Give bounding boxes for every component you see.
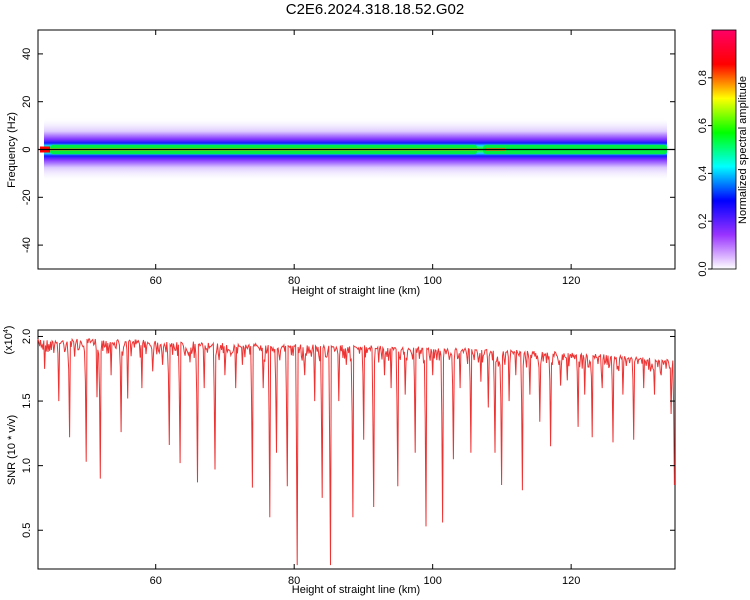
spectrogram-x-tick-label: 80: [288, 275, 300, 287]
spectrogram-x-label: Height of straight line (km): [292, 285, 420, 297]
snr-frame: [37, 329, 676, 570]
colorbar-tick-label: 0.8: [697, 70, 709, 85]
colorbar-tick-label: 0.6: [697, 118, 709, 133]
snr-exponent: (x104): [3, 326, 15, 355]
colorbar: 0.0 0.2 0.4 0.6 0.8 Normalized spectral ampl…: [697, 29, 749, 277]
spectrogram-x-tick-label: 100: [423, 275, 441, 287]
spectrogram-axes: 60 80 100 120 40 20 0 -20 -40: [21, 30, 675, 287]
snr-exponent-base: (x10: [3, 333, 15, 354]
colorbar-tick-label: 0.2: [697, 214, 709, 229]
spectrogram-x-tick-label: 60: [150, 275, 162, 287]
spectrogram-panel: 60 80 100 120 40 20 0 -20 -40 Height of straight…: [6, 29, 676, 297]
spectrogram-y-tick-label: -40: [21, 237, 33, 253]
snr-x-tick-label: 80: [288, 575, 300, 587]
svg-text:(x104): (x104): [3, 326, 15, 355]
colorbar-tick-label: 0.4: [697, 166, 709, 181]
snr-x-tick-label: 120: [562, 575, 580, 587]
colorbar-gradient: [711, 29, 737, 270]
snr-y-label: SNR (10 * v/v): [6, 415, 18, 485]
snr-y-tick-label: 2.0: [21, 329, 33, 344]
snr-y-tick-label: 1.0: [21, 458, 33, 473]
frequency-band: [38, 117, 675, 182]
chart-title: C2E6.2024.318.18.52.G02: [285, 1, 465, 18]
spectrogram-y-tick-label: 0: [21, 146, 33, 152]
snr-series-line: [37, 337, 675, 566]
colorbar-ticks: 0.0 0.2 0.4 0.6 0.8: [697, 70, 712, 277]
snr-y-tick-label: 1.5: [21, 393, 33, 408]
spectrogram-x-tick-label: 120: [562, 275, 580, 287]
spectrogram-y-tick-label: -20: [21, 189, 33, 205]
snr-panel: 60 80 100 120 0.5 1.0 1.5 2.0 Height of straigh…: [3, 326, 676, 596]
snr-exponent-close: ): [3, 326, 15, 330]
spectrogram-y-tick-label: 20: [21, 96, 33, 108]
snr-x-label: Height of straight line (km): [292, 584, 420, 596]
colorbar-label: Normalized spectral amplitude: [737, 76, 749, 224]
snr-exponent-power: 4: [3, 329, 10, 333]
snr-y-tick-label: 0.5: [21, 523, 33, 538]
snr-x-tick-label: 60: [150, 575, 162, 587]
spectrogram-y-label: Frequency (Hz): [6, 112, 18, 188]
colorbar-tick-label: 0.0: [697, 261, 709, 276]
spectrogram-y-tick-label: 40: [21, 48, 33, 60]
snr-x-tick-label: 100: [423, 575, 441, 587]
snr-axes: 60 80 100 120 0.5 1.0 1.5 2.0: [21, 329, 675, 587]
